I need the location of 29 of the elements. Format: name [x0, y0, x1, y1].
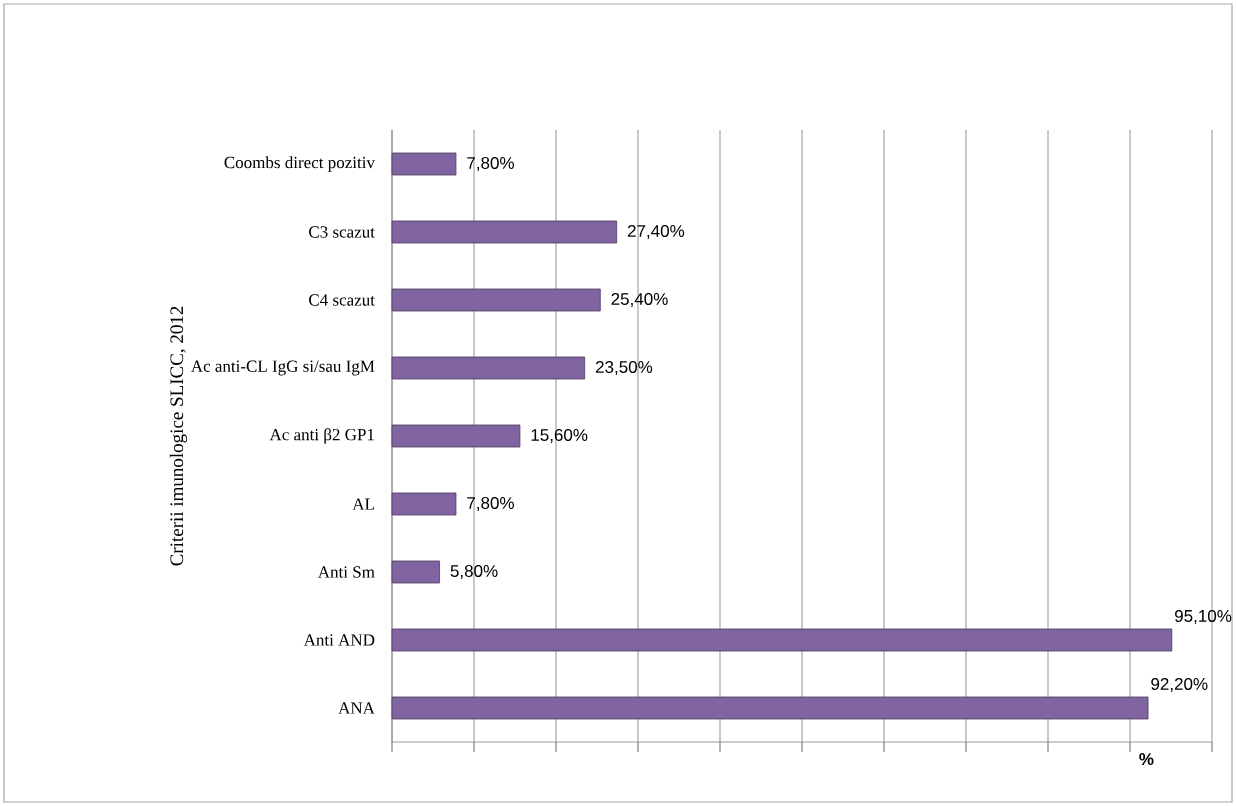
data-label: 15,60% — [531, 428, 588, 444]
y-tick-label: Ac anti β2 GP1 — [269, 428, 374, 444]
bar — [391, 492, 457, 516]
data-label: 5,80% — [450, 564, 498, 580]
y-tick-label: Ac anti-CL IgG si/sau IgM — [190, 360, 375, 376]
data-label: 7,80% — [467, 156, 514, 172]
y-tick-label: Anti AND — [303, 634, 375, 646]
y-axis-title: Criterii imunologice SLICC, 2012 — [169, 306, 188, 566]
bar — [391, 628, 1173, 652]
y-tick-label: C4 scazut — [309, 294, 375, 306]
y-tick-label: Coombs direct pozitiv — [224, 156, 375, 172]
bar — [391, 356, 586, 380]
bar — [391, 220, 618, 244]
data-label: 95,10% — [1175, 609, 1232, 624]
y-tick-label: ANA — [338, 702, 375, 714]
data-label: 92,20% — [1151, 677, 1208, 692]
x-axis-title: % — [1139, 753, 1154, 766]
bar — [391, 288, 601, 312]
data-label: 27,40% — [627, 224, 685, 240]
bar — [391, 696, 1149, 720]
y-tick-label: Anti Sm — [317, 566, 375, 578]
bar — [391, 424, 521, 448]
data-label: 25,40% — [611, 292, 668, 308]
bar — [391, 152, 457, 176]
data-label: 23,50% — [595, 360, 653, 376]
bar — [391, 560, 440, 584]
data-label: 7,80% — [467, 496, 514, 512]
y-tick-label: C3 scazut — [309, 226, 375, 238]
y-tick-label: AL — [352, 498, 374, 510]
